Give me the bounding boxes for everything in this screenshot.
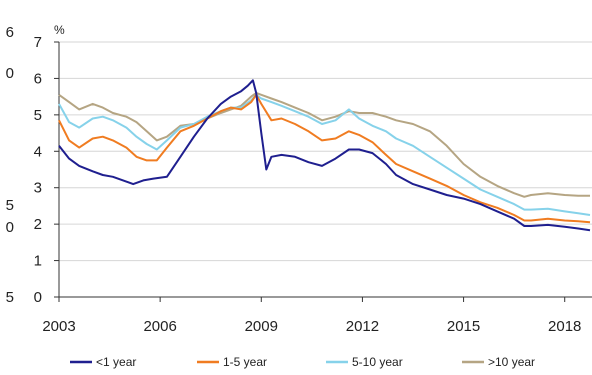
left-edge-tick-label: 5 (6, 197, 14, 214)
y-tick-label: 1 (34, 253, 42, 270)
y-unit-label: % (54, 23, 65, 37)
legend-label: 5-10 year (352, 355, 403, 369)
x-tick-label: 2012 (346, 318, 379, 335)
legend-label: <1 year (96, 355, 136, 369)
y-tick-labels: 0 1 2 3 4 5 6 7 (34, 34, 59, 306)
left-edge-tick-label: 0 (6, 219, 14, 236)
legend-label: 1-5 year (223, 355, 267, 369)
y-tick-label: 3 (34, 180, 42, 197)
axes (58, 42, 592, 298)
y-tick-label: 4 (34, 143, 42, 160)
y-tick-label: 7 (34, 34, 42, 51)
series-line-2 (58, 93, 591, 216)
series-line-3 (58, 92, 590, 198)
left-edge-tick-label: 0 (6, 65, 14, 82)
y-tick-label: 6 (34, 70, 42, 87)
legend-label: >10 year (488, 355, 535, 369)
gridlines (59, 41, 592, 262)
left-edge-tick-labels: 6 0 5 0 5 (6, 24, 14, 306)
left-edge-tick-label: 5 (6, 289, 14, 306)
series-line-0 (58, 79, 591, 232)
x-tick-label: 2015 (447, 318, 480, 335)
x-tick-label: 2009 (245, 318, 278, 335)
series-lines (58, 79, 591, 232)
x-tick-label: 2018 (548, 318, 581, 335)
x-tick-label: 2006 (143, 318, 176, 335)
series-line-1 (58, 93, 591, 224)
y-tick-label: 5 (34, 107, 42, 124)
y-tick-label: 2 (34, 216, 42, 233)
left-edge-tick-label: 6 (6, 24, 14, 41)
legend: <1 year 1-5 year 5-10 year >10 year (70, 355, 535, 369)
y-tick-label: 0 (34, 289, 42, 306)
x-tick-label: 2003 (42, 318, 75, 335)
x-tick-labels: 2003 2006 2009 2012 2015 2018 (42, 297, 581, 335)
